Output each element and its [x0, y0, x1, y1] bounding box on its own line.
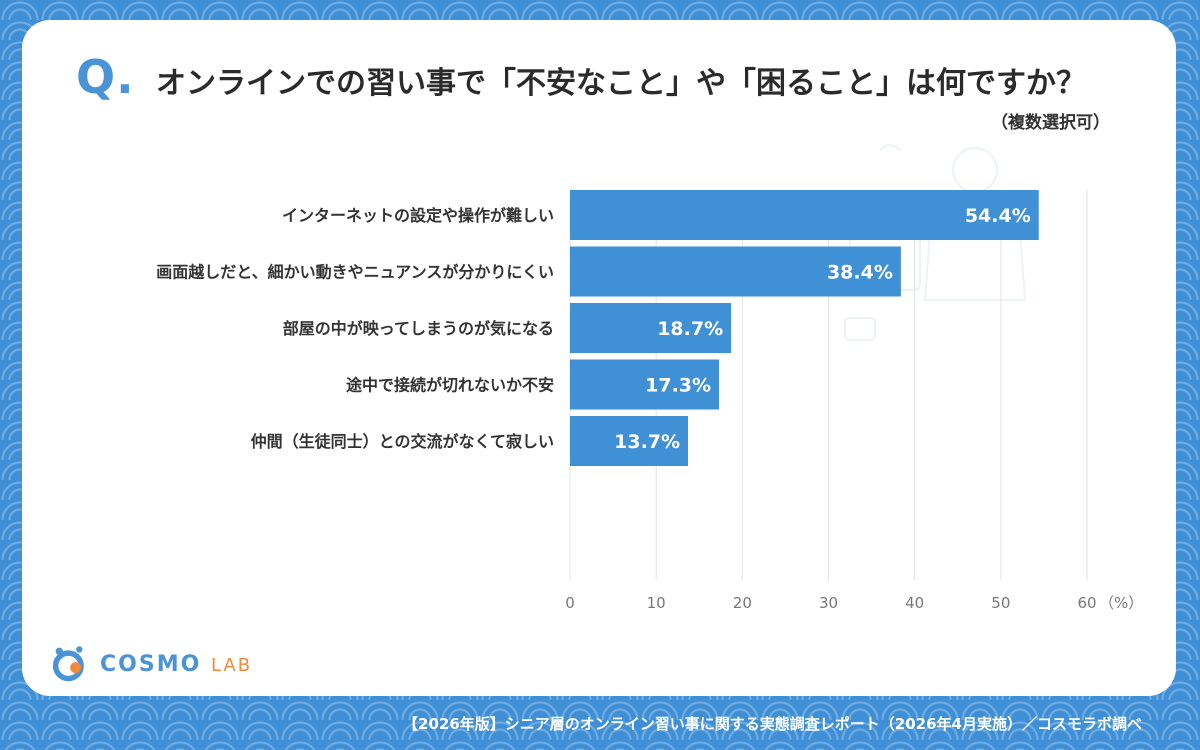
category-label: インターネットの設定や操作が難しい	[282, 206, 554, 225]
bar	[570, 359, 720, 410]
senior-illustration	[844, 144, 1027, 341]
bar	[570, 190, 1039, 240]
value-label: 54.4%	[965, 205, 1031, 227]
value-labels: 54.4% 38.4% 18.7% 17.3% 13.7%	[614, 205, 1031, 453]
tick-label: 10	[647, 594, 666, 612]
bar	[570, 246, 901, 297]
value-label: 18.7%	[657, 318, 723, 340]
tick-label: 60	[1077, 594, 1096, 612]
cosmo-lab-logo: COSMO LAB	[100, 652, 253, 677]
tick-label: 50	[991, 594, 1010, 612]
category-label: 画面越しだと、細かい動きやニュアンスが分かりにくい	[156, 263, 554, 282]
category-labels: インターネットの設定や操作が難しい画面越しだと、細かい動きやニュアンスが分かりに…	[156, 206, 554, 451]
bars	[570, 190, 1039, 466]
category-label: 仲間（生徒同士）との交流がなくて寂しい	[251, 432, 554, 451]
chart-card	[22, 20, 1176, 696]
footer-source: 【2026年版】シニア層のオンライン習い事に関する実態調査レポート（2026年4…	[403, 715, 1142, 733]
tick-label: 40	[905, 594, 924, 612]
cosmo-lab-logo-icon	[52, 646, 84, 682]
category-label: 部屋の中が映ってしまうのが気になる	[283, 319, 554, 338]
category-label: 途中で接続が切れないか不安	[346, 376, 554, 395]
bar	[570, 416, 689, 466]
tick-labels: 0 10 20 30 40 50 60 （%）	[565, 594, 1143, 612]
page-subtitle: （複数選択可）	[991, 113, 1110, 133]
question-mark: Q.	[76, 50, 135, 104]
tick-label: 30	[819, 594, 838, 612]
tick-label: 20	[733, 594, 752, 612]
page-title: オンラインでの習い事で「不安なこと」や「困ること」は何ですか？	[156, 66, 1086, 101]
axis-unit-label: （%）	[1099, 594, 1143, 612]
value-label: 17.3%	[645, 375, 711, 397]
tick-label: 0	[565, 594, 575, 612]
value-label: 13.7%	[614, 431, 680, 453]
value-label: 38.4%	[827, 262, 893, 284]
bar	[570, 303, 732, 353]
